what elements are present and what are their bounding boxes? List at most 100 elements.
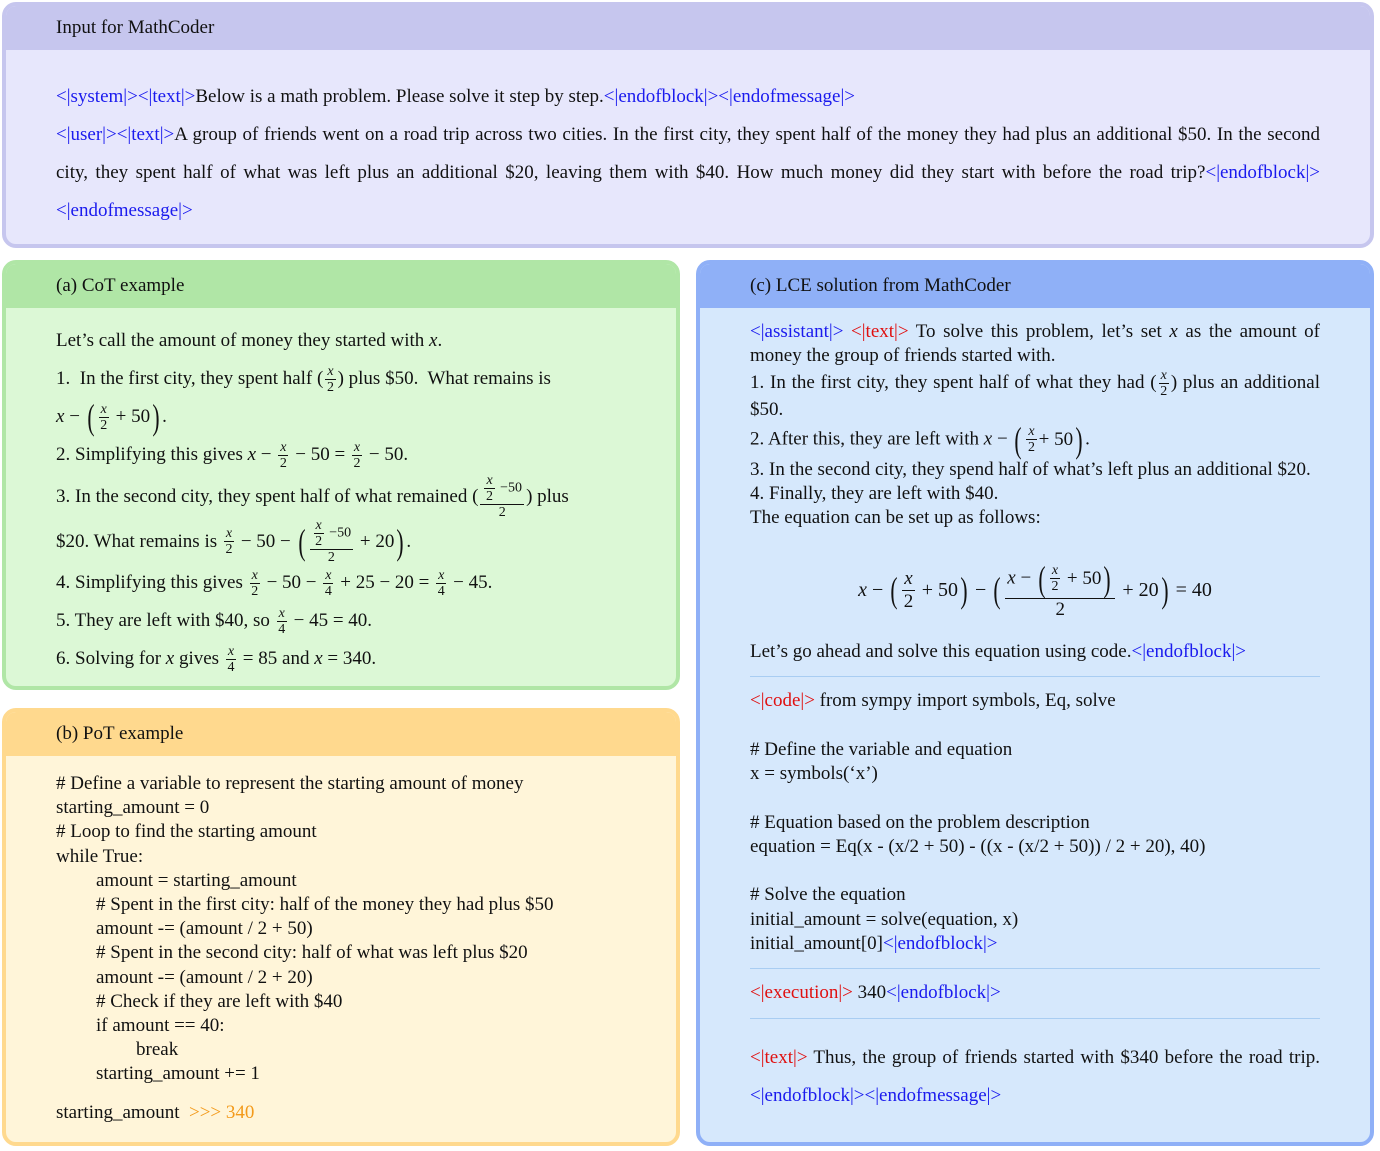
- code-line: starting_amount += 1: [96, 1063, 260, 1085]
- math-variable: x: [353, 439, 361, 455]
- numerator: x: [313, 518, 324, 534]
- paren-content: x − (x 2 + 50) 2 + 20: [1003, 561, 1159, 620]
- special-token: <|text|>: [851, 321, 909, 342]
- numerator: x − (x 2 + 50): [1005, 561, 1116, 599]
- pot-result-line: starting_amount >>> 340: [56, 1101, 626, 1125]
- text-run: 1. In the first city, they spent half (: [56, 368, 324, 389]
- denominator: 2: [354, 456, 361, 470]
- right-paren: ): [1075, 419, 1083, 460]
- text-run: + 25 − 20 =: [335, 572, 435, 593]
- denominator: 2: [327, 380, 334, 394]
- cot-step: Let’s call the amount of money they star…: [56, 322, 626, 360]
- cot-steps: Let’s call the amount of money they star…: [6, 308, 676, 678]
- numerator: x: [276, 606, 287, 622]
- math-variable: x: [315, 518, 322, 533]
- right-paren: ): [960, 570, 968, 611]
- text-run: − 50 −: [261, 572, 322, 593]
- text-run: .: [162, 406, 167, 427]
- lce-text-line: 2. After this, they are left with x − (x…: [750, 422, 1320, 458]
- text-run: −: [256, 444, 277, 465]
- code-line: # Check if they are left with $40: [96, 990, 343, 1012]
- numerator: x: [223, 526, 235, 542]
- code-line: x = symbols(‘x’): [750, 762, 1320, 786]
- pot-panel: (b) PoT example # Define a variable to r…: [2, 708, 680, 1146]
- code-text: from sympy import symbols, Eq, solve: [819, 690, 1116, 712]
- text-run: 4: [324, 583, 332, 599]
- special-token: <|endofblock|>: [1131, 640, 1247, 662]
- math-variable: x: [1160, 367, 1167, 383]
- text-run: 6. Solving for: [56, 648, 166, 669]
- input-panel: Input for MathCoder <|system|><|text|>Be…: [2, 2, 1374, 248]
- text-run: 2. Simplifying this gives: [56, 444, 248, 465]
- text-run: 2: [903, 590, 914, 612]
- math-variable: x: [225, 526, 233, 541]
- math-variable: x: [280, 439, 287, 455]
- paren-group: (x 2 + 50): [85, 399, 162, 435]
- code-line: initial_amount[0]<|endofblock|>: [750, 932, 1320, 956]
- numerator: x: [436, 568, 447, 584]
- text-run: − 50.: [364, 444, 409, 465]
- code-line: amount -= (amount / 2 + 50): [96, 918, 313, 940]
- numerator: x: [1158, 367, 1169, 384]
- text-run: 2: [100, 417, 108, 433]
- paren-group: (x 2 + 50): [888, 568, 970, 612]
- denominator: 2: [328, 550, 335, 565]
- text-run: Let’s go ahead and solve this equation u…: [750, 640, 1132, 662]
- text-run: −: [1015, 567, 1036, 589]
- lce-code-block: <|code|> from sympy import symbols, Eq, …: [750, 689, 1320, 956]
- text-run: 1. In the first city, they spent half of…: [750, 371, 1157, 393]
- input-panel-title: Input for MathCoder: [6, 6, 1370, 50]
- text-run: − 45 = 40.: [288, 610, 373, 631]
- text-run: 2: [225, 542, 233, 557]
- math-variable: x: [1051, 563, 1059, 579]
- text-run: −: [969, 579, 992, 602]
- special-token: <|text|>: [750, 1046, 808, 1068]
- text-run: $20. What remains is: [56, 530, 222, 552]
- left-paren: (: [1014, 419, 1023, 460]
- text-run: 4. Finally, they are left with $40.: [750, 483, 999, 505]
- code-line: # Define a variable to represent the sta…: [56, 773, 524, 794]
- text-run: 2: [1055, 598, 1066, 620]
- text-run: 2: [486, 489, 494, 504]
- code-text: # Equation based on the problem descript…: [750, 811, 1090, 833]
- code-line: # Equation based on the problem descript…: [750, 811, 1320, 835]
- math-variable: x: [983, 428, 993, 450]
- text-run: 2: [1028, 440, 1036, 456]
- numerator: x: [278, 439, 289, 456]
- pot-final-variable: starting_amount: [56, 1101, 180, 1123]
- math-variable: x: [165, 648, 175, 669]
- lce-text-line: 1. In the first city, they spent half of…: [750, 367, 1320, 422]
- text-run: [843, 321, 851, 342]
- math-variable: x: [314, 648, 323, 669]
- special-token: <|endofblock|><|endofmessage|>: [750, 1084, 1002, 1106]
- cot-panel-title: (a) CoT example: [6, 264, 676, 308]
- denominator: 2: [251, 584, 258, 598]
- lce-panel-title: (c) LCE solution from MathCoder: [700, 264, 1370, 308]
- text-run: The equation can be set up as follows:: [750, 507, 1041, 529]
- text-run: 4: [227, 659, 235, 675]
- divider: [750, 1017, 1320, 1019]
- text-run: 2: [1160, 383, 1168, 399]
- lce-text-line: 4. Finally, they are left with $40.: [750, 482, 1320, 506]
- text-run: − 50 =: [290, 444, 350, 465]
- code-line: while True:: [56, 845, 144, 867]
- special-token: <|endofblock|>: [882, 933, 998, 955]
- math-variable: x: [325, 567, 332, 583]
- text-run: −: [992, 428, 1013, 450]
- denominator: 4: [325, 584, 332, 598]
- cot-step: x − (x 2 + 50).: [56, 398, 626, 436]
- denominator: 4: [278, 622, 285, 636]
- math-variable: x: [247, 444, 257, 465]
